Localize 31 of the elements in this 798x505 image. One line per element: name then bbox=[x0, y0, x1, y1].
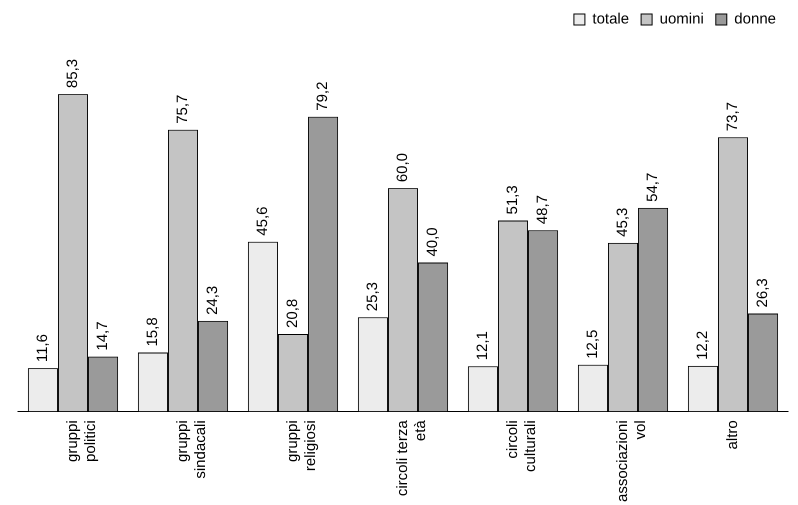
data-label: 14,7 bbox=[94, 321, 112, 351]
data-label: 12,1 bbox=[474, 331, 492, 360]
data-label: 79,2 bbox=[314, 82, 332, 111]
data-label: 45,3 bbox=[614, 208, 632, 237]
x-tick-label: gruppi sindacali bbox=[174, 420, 210, 479]
data-label: 60,0 bbox=[394, 152, 412, 182]
x-tick-label: circoli terza età bbox=[394, 420, 430, 496]
legend-label: donne bbox=[734, 10, 776, 28]
data-label: 11,6 bbox=[34, 334, 52, 362]
x-tick-label: altro bbox=[724, 420, 742, 450]
data-label: 20,8 bbox=[284, 298, 302, 328]
data-label: 25,3 bbox=[364, 282, 382, 312]
data-label: 45,6 bbox=[254, 206, 272, 236]
data-label: 73,7 bbox=[724, 102, 742, 132]
x-tick-label: gruppi politici bbox=[64, 420, 100, 462]
legend-label: totale bbox=[592, 10, 630, 28]
x-tick-label: circoli culturali bbox=[504, 420, 540, 472]
data-label: 26,3 bbox=[754, 278, 772, 308]
x-tick-label: gruppi religiosi bbox=[284, 420, 320, 472]
data-label: 15,8 bbox=[144, 317, 162, 347]
x-tick-label: associazioni vol bbox=[614, 420, 650, 502]
legend-label: uomini bbox=[660, 10, 704, 28]
data-label: 40,0 bbox=[424, 227, 442, 257]
data-label: 12,2 bbox=[694, 330, 712, 360]
data-label: 75,7 bbox=[174, 94, 192, 124]
data-label: 51,3 bbox=[504, 185, 522, 215]
data-label: 24,3 bbox=[204, 286, 222, 315]
data-label: 54,7 bbox=[644, 172, 662, 202]
data-label: 85,3 bbox=[64, 58, 82, 88]
data-label: 48,7 bbox=[534, 194, 552, 224]
data-label: 12,5 bbox=[584, 330, 602, 359]
